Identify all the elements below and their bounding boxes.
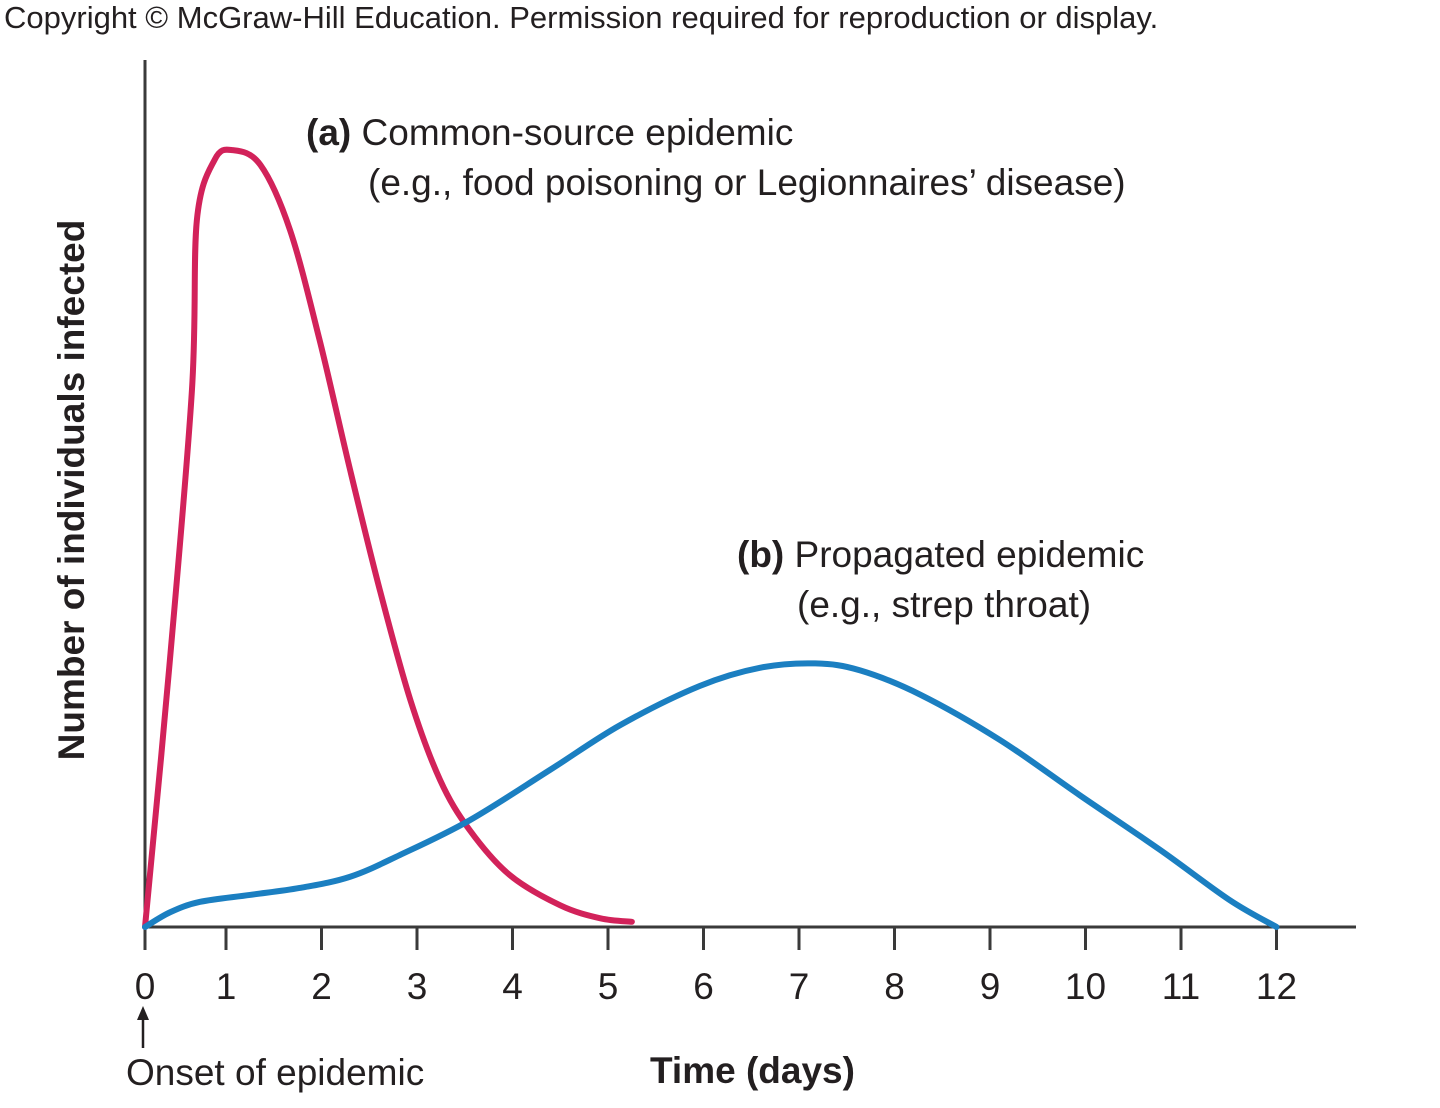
y-axis-label: Number of individuals infected (51, 219, 92, 761)
x-tick-label: 1 (216, 966, 237, 1007)
x-tick-label: 12 (1256, 966, 1297, 1007)
onset-label: Onset of epidemic (126, 1052, 425, 1093)
annotation-b-title: Propagated epidemic (794, 534, 1145, 575)
x-tick-label: 11 (1162, 966, 1200, 1007)
x-tick-label: 4 (502, 966, 523, 1007)
annotation-a-example: (e.g., food poisoning or Legionnaires’ d… (368, 162, 1126, 203)
annotation-a-tag: (a) (306, 112, 352, 153)
series-line-b (142, 660, 1280, 930)
x-tick-label: 2 (311, 966, 332, 1007)
x-tick-label: 0 (135, 966, 156, 1007)
axes (143, 60, 1356, 929)
x-tick-label: 10 (1065, 966, 1106, 1007)
x-tick-label: 6 (693, 966, 714, 1007)
x-tick-label: 9 (980, 966, 1001, 1007)
x-tick-label: 3 (407, 966, 428, 1007)
x-tick-label: 8 (884, 966, 905, 1007)
annotation-propagated: (b) Propagated epidemic (e.g., strep thr… (737, 530, 1144, 630)
series-lines (142, 146, 1280, 930)
x-tick-label: 7 (789, 966, 810, 1007)
annotation-a-title: Common-source epidemic (361, 112, 794, 153)
annotation-common-source: (a) Common-source epidemic (e.g., food p… (306, 108, 1126, 208)
copyright-notice: Copyright © McGraw-Hill Education. Permi… (4, 0, 1159, 35)
x-axis-label: Time (days) (650, 1050, 855, 1091)
series-line-a (142, 146, 635, 930)
annotation-b-example: (e.g., strep throat) (797, 584, 1092, 625)
onset-arrow-icon (137, 1006, 149, 1048)
x-ticks: 0 1 2 3 4 5 6 7 8 9 10 11 12 (135, 927, 1297, 1007)
annotation-b-tag: (b) (737, 534, 785, 575)
x-tick-label: 5 (598, 966, 619, 1007)
